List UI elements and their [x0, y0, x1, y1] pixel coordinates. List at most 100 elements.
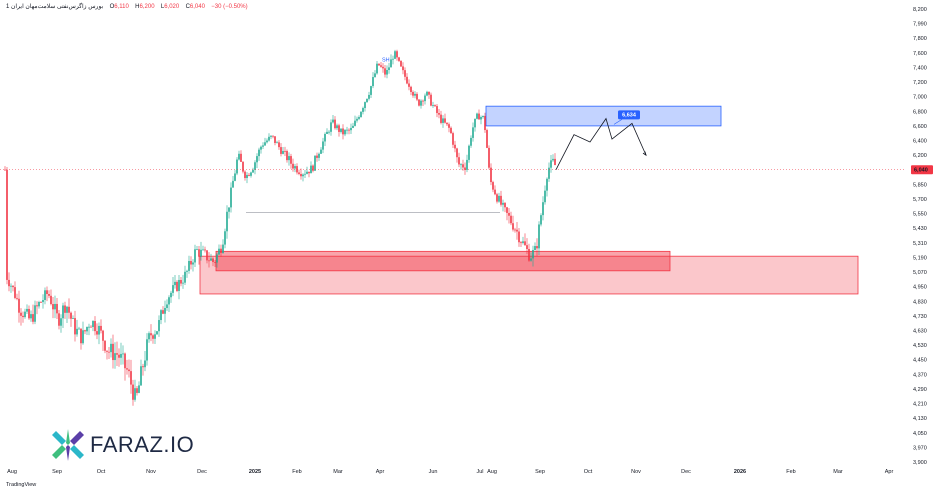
- candle: [444, 113, 446, 124]
- x-tick-label: Feb: [292, 469, 301, 475]
- candle: [514, 227, 516, 233]
- candle: [412, 90, 414, 98]
- candle: [104, 340, 106, 354]
- high-label: H: [135, 4, 140, 10]
- candle: [498, 192, 500, 203]
- candle: [210, 253, 212, 261]
- candle: [254, 160, 256, 175]
- candle: [324, 132, 326, 146]
- candle: [116, 341, 118, 367]
- candle: [44, 287, 46, 305]
- candle: [342, 124, 344, 140]
- candle: [390, 54, 392, 68]
- candle: [532, 245, 534, 267]
- candle: [538, 221, 540, 256]
- sell-zone[interactable]: [485, 105, 722, 127]
- candle: [264, 137, 266, 146]
- y-tick-label: 5,190: [913, 255, 927, 261]
- candle: [534, 242, 536, 251]
- y-tick-label: 4,210: [913, 402, 927, 408]
- candle: [158, 315, 160, 337]
- candle: [202, 245, 204, 251]
- candle: [458, 152, 460, 168]
- y-tick-label: 5,070: [913, 270, 927, 276]
- candle: [344, 128, 346, 137]
- candle: [18, 290, 20, 323]
- candle: [448, 122, 450, 133]
- candle: [366, 98, 368, 103]
- candle: [354, 115, 356, 127]
- candle: [510, 211, 512, 226]
- candle: [228, 207, 230, 219]
- candle: [336, 123, 338, 131]
- candle: [252, 167, 254, 174]
- candle: [544, 185, 546, 205]
- y-tick-label: 4,050: [913, 431, 927, 437]
- candle: [240, 150, 242, 162]
- close-label: C: [185, 4, 190, 10]
- candle: [304, 169, 306, 178]
- candle: [330, 119, 332, 136]
- faraz-logo-text: FARAZ.IO: [90, 432, 195, 457]
- candle: [154, 330, 156, 345]
- candle: [36, 301, 38, 315]
- candle: [28, 305, 30, 320]
- candle: [500, 190, 502, 207]
- candle: [174, 275, 176, 289]
- candle: [200, 241, 202, 261]
- candle: [450, 126, 452, 134]
- x-tick-label: Dec: [197, 469, 207, 475]
- candle: [470, 135, 472, 148]
- candle: [302, 173, 304, 182]
- candle: [176, 280, 178, 293]
- target-label[interactable]: 6,634: [613, 110, 640, 125]
- x-tick-label: Apr: [885, 469, 894, 475]
- x-tick-label: Jul: [476, 469, 483, 475]
- candle: [472, 122, 474, 142]
- candle: [396, 49, 398, 61]
- candle: [340, 128, 342, 134]
- candle: [70, 311, 72, 327]
- candle: [198, 246, 200, 265]
- candle: [502, 199, 504, 212]
- candle: [360, 111, 362, 118]
- candle: [382, 63, 384, 73]
- candle: [362, 106, 364, 115]
- candle: [108, 346, 110, 360]
- candle: [124, 352, 126, 381]
- candle: [242, 161, 244, 174]
- y-tick-label: 7,800: [913, 36, 927, 42]
- candle: [122, 345, 124, 365]
- candle: [32, 304, 34, 325]
- candle: [8, 272, 10, 292]
- y-tick-label: 5,310: [913, 241, 927, 247]
- y-tick-label: 4,830: [913, 299, 927, 305]
- candle: [86, 326, 88, 335]
- x-tick-label: Sep: [535, 469, 545, 475]
- candle: [308, 171, 310, 178]
- candle: [218, 244, 220, 256]
- candle: [452, 131, 454, 149]
- candle: [248, 173, 250, 177]
- candle: [550, 154, 552, 173]
- candle: [312, 164, 314, 173]
- candle: [110, 338, 112, 358]
- candle: [42, 294, 44, 309]
- candle: [486, 128, 488, 149]
- candle: [416, 92, 418, 102]
- candle: [126, 359, 128, 375]
- candle: [334, 116, 336, 130]
- candle: [78, 326, 80, 330]
- candle: [138, 381, 140, 394]
- chart-header: بورس زاگرس‌نفتی سلامت‌مهان ایران 1 O6,11…: [6, 3, 248, 10]
- candle: [380, 61, 382, 68]
- open-label: O: [109, 4, 115, 10]
- projection-path[interactable]: [555, 117, 647, 170]
- low-value: 6,020: [164, 4, 180, 10]
- x-axis: AugSepOctNovDec2025FebMarAprMayJunJulAug…: [7, 469, 893, 475]
- candle: [468, 144, 470, 163]
- y-tick-label: 4,530: [913, 343, 927, 349]
- y-tick-label: 4,630: [913, 328, 927, 334]
- candle: [222, 239, 224, 254]
